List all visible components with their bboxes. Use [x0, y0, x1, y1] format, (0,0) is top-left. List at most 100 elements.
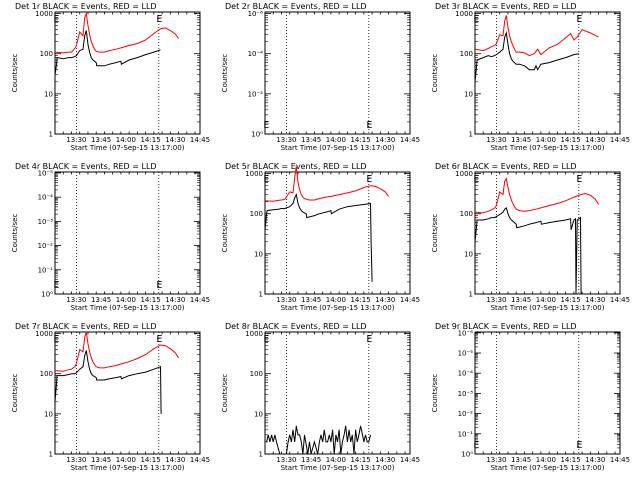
y-tick-label: 100	[40, 370, 53, 378]
x-tick-label: 14:45	[190, 296, 210, 304]
x-tick-label: 14:45	[400, 136, 420, 144]
x-tick-label: 14:30	[585, 456, 605, 464]
x-tick-label: 13:45	[511, 296, 531, 304]
y-tick-label: 10⁻³	[38, 218, 54, 226]
lld-series-line	[54, 331, 180, 372]
panel-title: Det 8r BLACK = Events, RED = LLD	[225, 322, 367, 331]
y-tick-label: 10	[464, 250, 473, 258]
x-tick-label: 14:15	[140, 456, 160, 464]
x-tick-label: 14:00	[116, 136, 136, 144]
x-axis-label: Start Time (07-Sep-15 13:17:00)	[491, 464, 605, 472]
panel-title: Det 5r BLACK = Events, RED = LLD	[225, 162, 367, 171]
y-axis-label: Counts/sec	[221, 214, 229, 253]
x-tick-label: 14:45	[190, 136, 210, 144]
x-axis-label: Start Time (07-Sep-15 13:17:00)	[491, 144, 605, 152]
plot-frame	[264, 171, 411, 295]
panel-det-3: Det 3r BLACK = Events, RED = LLD Counts/s…	[431, 2, 630, 152]
y-tick-label: 10⁻²	[458, 410, 474, 418]
x-axis-label: Start Time (07-Sep-15 13:17:00)	[281, 464, 395, 472]
y-tick-label: 100	[250, 370, 263, 378]
plot-frame	[264, 331, 411, 455]
x-tick-label: 14:30	[585, 136, 605, 144]
panel-det-4: Det 4r BLACK = Events, RED = LLD Counts/s…	[11, 162, 210, 312]
x-tick-label: 14:45	[190, 456, 210, 464]
panel-title: Det 1r BLACK = Events, RED = LLD	[15, 2, 157, 11]
y-tick-label: 1000	[455, 170, 473, 178]
panel-det-6: Det 6r BLACK = Events, RED = LLD Counts/s…	[431, 162, 630, 312]
panel-det-5: Det 5r BLACK = Events, RED = LLD Counts/s…	[221, 162, 420, 312]
panel-det-9: Det 9r BLACK = Events, RED = LLD Counts/s…	[431, 322, 630, 472]
y-tick-label: 10⁻¹	[38, 266, 54, 274]
y-tick-label: 1	[469, 131, 473, 139]
plot-frame	[474, 171, 621, 295]
panel-title: Det 6r BLACK = Events, RED = LLD	[435, 162, 577, 171]
y-tick-label: 10	[44, 410, 53, 418]
events-series-line	[474, 207, 583, 295]
x-axis-label: Start Time (07-Sep-15 13:17:00)	[491, 304, 605, 312]
y-tick-label: 10⁻⁵	[38, 169, 54, 177]
event-marker: E	[263, 174, 269, 185]
event-marker: E	[473, 14, 479, 25]
y-tick-label: 1	[469, 291, 473, 299]
events-series-line	[54, 350, 162, 414]
y-axis-label: Counts/sec	[221, 374, 229, 413]
y-tick-label: 10⁻³	[458, 390, 474, 398]
event-marker: E	[366, 174, 372, 185]
event-marker: E	[473, 440, 479, 451]
y-tick-label: 100	[40, 50, 53, 58]
y-tick-label: 1	[259, 451, 263, 459]
x-tick-label: 13:45	[511, 456, 531, 464]
y-tick-label: 10⁻⁴	[458, 370, 474, 378]
y-tick-label: 100	[460, 50, 473, 58]
x-tick-label: 14:15	[350, 136, 370, 144]
plot-frame	[264, 11, 411, 135]
panel-title: Det 7r BLACK = Events, RED = LLD	[15, 322, 157, 331]
y-tick-label: 10⁻⁶	[248, 10, 264, 18]
y-axis-label: Counts/sec	[11, 54, 19, 93]
x-tick-label: 13:45	[301, 136, 321, 144]
x-tick-label: 14:45	[610, 296, 630, 304]
x-tick-label: 14:30	[165, 456, 185, 464]
y-tick-label: 1000	[455, 10, 473, 18]
x-tick-label: 13:45	[91, 136, 111, 144]
events-series-line	[266, 425, 371, 455]
y-tick-label: 10⁻⁵	[458, 350, 474, 358]
x-tick-label: 14:15	[350, 296, 370, 304]
x-tick-label: 14:00	[536, 296, 556, 304]
x-tick-label: 14:30	[165, 136, 185, 144]
event-marker: E	[53, 280, 59, 291]
x-tick-label: 14:15	[560, 296, 580, 304]
x-tick-label: 13:45	[301, 296, 321, 304]
event-marker: E	[366, 334, 372, 345]
y-tick-label: 10	[44, 90, 53, 98]
panel-det-8: Det 8r BLACK = Events, RED = LLD Counts/s…	[221, 322, 420, 472]
x-tick-label: 13:45	[91, 296, 111, 304]
panel-det-7: Det 7r BLACK = Events, RED = LLD Counts/s…	[11, 322, 210, 472]
x-tick-label: 13:30	[66, 456, 86, 464]
events-series-line	[54, 30, 161, 75]
panel-title: Det 2r BLACK = Events, RED = LLD	[225, 2, 367, 11]
y-tick-label: 10⁰	[461, 451, 473, 459]
panel-title: Det 4r BLACK = Events, RED = LLD	[15, 162, 157, 171]
x-tick-label: 13:45	[511, 136, 531, 144]
x-tick-label: 14:00	[116, 456, 136, 464]
event-marker: E	[53, 14, 59, 25]
y-tick-label: 10⁻⁶	[458, 329, 474, 337]
lld-series-line	[264, 166, 390, 202]
y-tick-label: 10	[254, 410, 263, 418]
events-series-line	[474, 30, 579, 82]
events-series-line	[264, 193, 373, 282]
plot-frame	[474, 331, 621, 455]
y-tick-label: 1	[49, 451, 53, 459]
x-tick-label: 14:00	[326, 136, 346, 144]
x-axis-label: Start Time (07-Sep-15 13:17:00)	[71, 464, 185, 472]
event-marker: E	[156, 334, 162, 345]
y-tick-label: 10⁻¹	[458, 430, 474, 438]
y-tick-label: 10⁻⁴	[248, 50, 264, 58]
event-marker: E	[156, 14, 162, 25]
y-axis-label: Counts/sec	[11, 214, 19, 253]
x-tick-label: 14:30	[165, 296, 185, 304]
y-axis-label: Counts/sec	[11, 374, 19, 413]
event-marker: E	[576, 440, 582, 451]
y-tick-label: 1000	[245, 330, 263, 338]
